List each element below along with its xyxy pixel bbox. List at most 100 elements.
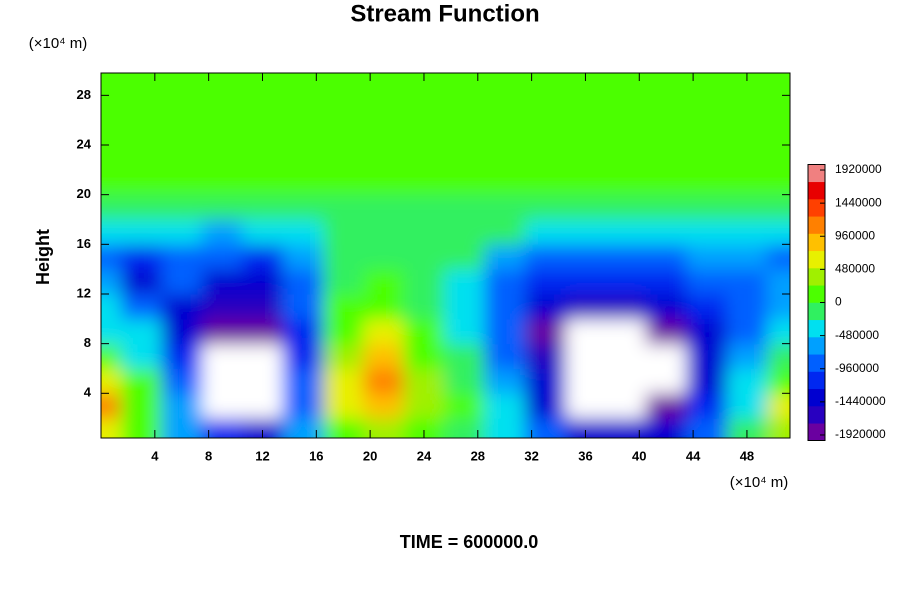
- cell: [323, 244, 364, 270]
- colorbar-swatch: [808, 216, 825, 234]
- cell: [101, 318, 122, 345]
- cell: [323, 269, 364, 295]
- cell: [444, 169, 486, 196]
- cell: [565, 244, 607, 270]
- x-tick-label: 4: [151, 448, 159, 463]
- cell: [201, 418, 243, 438]
- cell: [363, 269, 405, 295]
- cell: [363, 95, 405, 121]
- cell: [161, 120, 203, 146]
- cell: [484, 269, 526, 295]
- cell: [524, 368, 566, 394]
- colorbar-tick-label: -960000: [835, 361, 879, 375]
- cell: [444, 293, 486, 320]
- cell: [444, 318, 486, 345]
- cell: [484, 73, 526, 96]
- cell: [726, 393, 768, 419]
- cell: [242, 293, 284, 320]
- cell: [101, 393, 122, 419]
- cell: [201, 318, 243, 345]
- cell: [121, 73, 163, 96]
- cell: [767, 368, 790, 394]
- cell: [686, 418, 728, 438]
- cell: [646, 318, 687, 345]
- colorbar-swatch: [808, 337, 825, 355]
- cell: [323, 293, 364, 320]
- colorbar-swatch: [808, 319, 825, 338]
- y-axis-label: Height: [33, 229, 53, 285]
- cell: [323, 120, 364, 146]
- cell: [767, 269, 790, 295]
- cell: [121, 368, 163, 394]
- field-cells: [101, 73, 790, 438]
- cell: [201, 219, 243, 245]
- cell: [605, 393, 647, 419]
- cell: [242, 269, 284, 295]
- cell: [686, 145, 728, 171]
- cell: [767, 120, 790, 146]
- cell: [242, 95, 284, 121]
- cell: [565, 169, 607, 196]
- cell: [605, 145, 647, 171]
- cell: [242, 368, 284, 394]
- cell: [363, 418, 405, 438]
- cell: [101, 219, 122, 245]
- cell: [605, 418, 647, 438]
- cell: [444, 95, 486, 121]
- cell: [242, 145, 284, 171]
- cell: [323, 418, 364, 438]
- cell: [484, 120, 526, 146]
- cell: [282, 145, 324, 171]
- cell: [646, 194, 687, 220]
- colorbar-swatch: [808, 285, 825, 303]
- cell: [484, 244, 526, 270]
- cell: [605, 269, 647, 295]
- cell: [363, 120, 405, 146]
- cell: [201, 145, 243, 171]
- x-tick-label: 32: [524, 448, 538, 463]
- colorbar-swatch: [808, 406, 825, 424]
- x-tick-label: 44: [686, 448, 701, 463]
- cell: [101, 95, 122, 121]
- cell: [444, 244, 486, 270]
- cell: [242, 418, 284, 438]
- y-tick-label: 4: [84, 385, 92, 400]
- cell: [726, 244, 768, 270]
- cell: [605, 343, 647, 369]
- cell: [484, 393, 526, 419]
- cell: [242, 169, 284, 196]
- cell: [565, 73, 607, 96]
- cell: [484, 418, 526, 438]
- cell: [101, 145, 122, 171]
- cell: [767, 293, 790, 320]
- cell: [726, 418, 768, 438]
- cell: [323, 169, 364, 196]
- colorbar-swatch: [808, 268, 825, 286]
- cell: [323, 318, 364, 345]
- cell: [242, 73, 284, 96]
- cell: [524, 418, 566, 438]
- cell: [726, 269, 768, 295]
- cell: [282, 244, 324, 270]
- cell: [484, 368, 526, 394]
- cell: [282, 343, 324, 369]
- cell: [201, 95, 243, 121]
- cell: [161, 269, 203, 295]
- x-tick-label: 24: [417, 448, 432, 463]
- colorbar-swatch: [808, 164, 825, 183]
- cell: [101, 269, 122, 295]
- colorbar-swatch: [808, 250, 825, 269]
- cell: [161, 318, 203, 345]
- cell: [524, 73, 566, 96]
- cell: [524, 219, 566, 245]
- y-tick-label: 16: [77, 236, 91, 251]
- cell: [403, 194, 445, 220]
- cell: [767, 145, 790, 171]
- cell: [767, 169, 790, 196]
- cell: [686, 95, 728, 121]
- cell: [524, 318, 566, 345]
- colorbar-swatch: [808, 199, 825, 217]
- cell: [524, 95, 566, 121]
- cell: [726, 145, 768, 171]
